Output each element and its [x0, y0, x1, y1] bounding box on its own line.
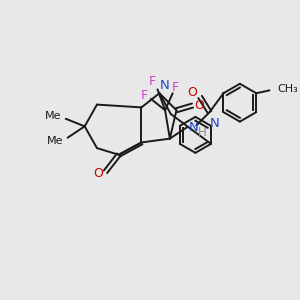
Text: F: F: [172, 81, 179, 94]
Text: F: F: [141, 88, 148, 102]
Text: N: N: [210, 116, 220, 130]
Text: O: O: [194, 99, 204, 112]
Text: F: F: [149, 75, 156, 88]
Text: N: N: [189, 121, 198, 134]
Text: O: O: [188, 86, 197, 99]
Text: CH₃: CH₃: [277, 84, 298, 94]
Text: H: H: [198, 125, 206, 139]
Text: Me: Me: [47, 136, 64, 146]
Text: N: N: [160, 79, 170, 92]
Text: Me: Me: [45, 111, 62, 121]
Text: O: O: [93, 167, 103, 180]
